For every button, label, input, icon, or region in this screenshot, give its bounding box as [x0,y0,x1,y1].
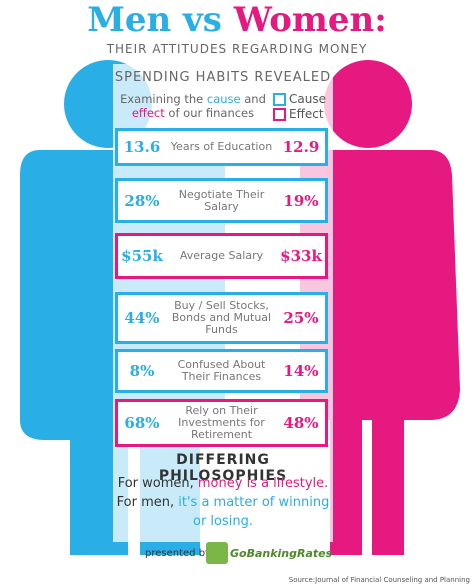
stat-row: 13.6 Years of Education 12.9 [115,128,328,166]
women-value: $33k [280,247,322,265]
intro-cause: cause [206,92,241,106]
men-text: it's a matter of winning or losing. [178,495,330,529]
legend-swatch [273,93,286,106]
stat-row: $55k Average Salary $33k [115,233,328,279]
men-value: $55k [121,247,163,265]
presented-by: presented by [145,548,211,559]
stat-label: Negotiate Their Salary [178,187,265,213]
brand-logo [206,542,228,564]
stat-label: Buy / Sell Stocks, Bonds and Mutual Fund… [171,299,272,336]
intro-text: Examining the [120,92,207,106]
women-text: money is a lifestyle. [197,476,329,491]
brand: GoBankingRates [230,547,333,560]
legend-item: Effect [273,107,326,122]
stat-row: 8% Confused About Their Finances 14% [115,349,328,393]
legend-label: Cause [289,92,326,106]
legend-swatch [273,108,286,121]
men-value: 68% [124,414,160,432]
title-women: Women: [233,0,387,40]
intro-text: of our finances [164,106,255,120]
intro-effect: effect [131,106,165,120]
stat-label: Rely on Their Investments for Retirement [178,404,265,441]
women-value: 48% [283,414,319,432]
legend: Cause Effect [273,92,326,122]
men-value: 28% [124,191,160,210]
section-title: SPENDING HABITS REVEALED [114,70,332,85]
subtitle: THEIR ATTITUDES REGARDING MONEY [106,42,368,56]
women-value: 19% [283,191,319,210]
women-lead: For women, [117,476,198,491]
stat-label: Average Salary [179,249,264,262]
intro-text: and [240,92,266,106]
men-lead: For men, [116,495,179,510]
legend-label: Effect [289,107,324,121]
philosophies-title: DIFFERING PHILOSOPHIES [158,452,288,484]
stat-row: 28% Negotiate Their Salary 19% [115,178,328,223]
legend-item: Cause [273,92,326,107]
men-value: 13.6 [123,138,161,156]
stat-label: Years of Education [170,140,273,153]
source: Source:Journal of Financial Counseling a… [288,576,470,584]
women-value: 25% [283,309,319,327]
philosophies: For women, money is a lifestyle. For men,… [113,474,333,531]
intro: Examining the cause and effect of our fin… [118,92,268,120]
woman-figure [300,60,460,555]
stat-row: 68% Rely on Their Investments for Retirem… [115,399,328,447]
men-value: 8% [129,362,155,380]
stat-row: 44% Buy / Sell Stocks, Bonds and Mutual F… [115,292,328,344]
title: Men vs Women: [0,0,474,40]
women-value: 14% [283,362,319,380]
men-value: 44% [124,309,160,327]
stat-label: Confused About Their Finances [177,358,266,383]
title-men: Men vs [87,0,222,40]
women-value: 12.9 [282,138,320,156]
